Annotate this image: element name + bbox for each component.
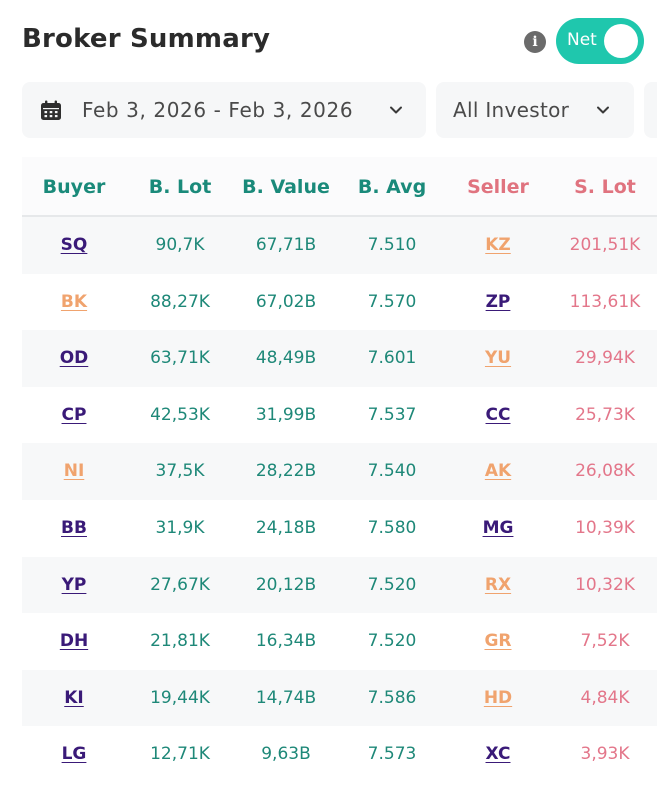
buyer-code[interactable]: KI	[64, 687, 84, 708]
buy-lot: 12,71K	[150, 744, 210, 765]
column-header-b-avg[interactable]: B. Avg	[357, 176, 427, 198]
buy-value: 20,12B	[255, 574, 317, 595]
filters-bar: Feb 3, 2026 - Feb 3, 2026 All Investor	[0, 82, 657, 142]
buy-value: 16,34B	[255, 631, 317, 652]
buy-lot: 19,44K	[150, 687, 210, 708]
buy-avg: 7.570	[367, 291, 417, 312]
buyer-code[interactable]: SQ	[60, 235, 88, 255]
buy-lot: 27,67K	[150, 574, 210, 595]
sell-lot: 10,32K	[575, 574, 635, 595]
buy-avg: 7.540	[367, 461, 417, 482]
buy-value: 48,49B	[255, 348, 317, 369]
buy-lot: 42,53K	[150, 404, 210, 425]
seller-code[interactable]: KZ	[485, 235, 511, 255]
buy-lot: 90,7K	[155, 235, 205, 255]
date-range-picker[interactable]: Feb 3, 2026 - Feb 3, 2026	[22, 82, 426, 138]
buy-avg: 7.573	[367, 744, 417, 765]
buyer-code[interactable]: OD	[59, 348, 89, 369]
buy-value: 9,63B	[261, 744, 311, 765]
chevron-down-icon	[597, 106, 609, 114]
buyer-code[interactable]: NI	[63, 461, 85, 482]
buyer-code[interactable]: CP	[61, 404, 87, 425]
buy-value: 24,18B	[255, 517, 317, 538]
sell-lot: 7,52K	[580, 631, 630, 652]
seller-code[interactable]: XC	[485, 744, 511, 765]
column-header-b-value[interactable]: B. Value	[242, 176, 330, 198]
buy-value: 14,74B	[255, 687, 317, 708]
seller-code[interactable]: RX	[484, 574, 512, 595]
column-header-buyer[interactable]: Buyer	[42, 176, 106, 198]
sell-lot: 25,73K	[575, 404, 635, 425]
seller-code[interactable]: ZP	[485, 291, 511, 312]
page-title: Broker Summary	[22, 24, 271, 54]
buy-avg: 7.520	[367, 631, 417, 652]
seller-code[interactable]: HD	[483, 687, 513, 708]
buy-value: 67,71B	[255, 235, 317, 255]
buy-value: 67,02B	[255, 291, 317, 312]
table-header: Buyer B. Lot B. Value B. Avg Seller S. L…	[22, 157, 657, 217]
chevron-down-icon	[390, 106, 402, 114]
sell-lot: 10,39K	[575, 517, 635, 538]
seller-code[interactable]: AK	[484, 461, 512, 482]
buy-avg: 7.510	[367, 235, 417, 255]
buy-avg: 7.537	[367, 404, 417, 425]
table-row[interactable]: BK 88,27K 67,02B 7.570 ZP 113,61K	[22, 274, 657, 331]
sell-lot: 3,93K	[580, 744, 630, 765]
buy-avg: 7.601	[367, 348, 417, 369]
buy-avg: 7.580	[367, 517, 417, 538]
buy-avg: 7.520	[367, 574, 417, 595]
seller-code[interactable]: YU	[484, 348, 512, 369]
buyer-code[interactable]: BK	[60, 291, 88, 312]
table-row[interactable]: SQ 90,7K 67,71B 7.510 KZ 201,51K	[22, 217, 657, 274]
table-row[interactable]: NI 37,5K 28,22B 7.540 AK 26,08K	[22, 443, 657, 500]
table-row[interactable]: YP 27,67K 20,12B 7.520 RX 10,32K	[22, 556, 657, 614]
sell-lot: 26,08K	[575, 461, 635, 482]
buy-lot: 37,5K	[155, 461, 205, 482]
column-header-b-lot[interactable]: B. Lot	[148, 176, 212, 198]
info-icon[interactable]: i	[524, 31, 546, 53]
date-range-value: Feb 3, 2026 - Feb 3, 2026	[82, 98, 354, 122]
seller-code[interactable]: CC	[485, 404, 511, 425]
buy-value: 31,99B	[255, 404, 317, 425]
buy-lot: 31,9K	[155, 517, 205, 538]
net-toggle-label: Net	[567, 30, 597, 50]
investor-select-value: All Investor	[453, 98, 570, 122]
sell-lot: 113,61K	[569, 291, 641, 312]
table-row[interactable]: CP 42,53K 31,99B 7.537 CC 25,73K	[22, 387, 657, 444]
broker-summary-table: Buyer B. Lot B. Value B. Avg Seller S. L…	[22, 157, 657, 783]
buyer-code[interactable]: LG	[61, 744, 87, 765]
seller-code[interactable]: GR	[484, 631, 512, 652]
net-toggle[interactable]: Net	[556, 18, 644, 64]
buy-lot: 21,81K	[150, 631, 210, 652]
table-body: SQ 90,7K 67,71B 7.510 KZ 201,51K BK 88,27K 67,02…	[22, 217, 657, 783]
toggle-knob	[604, 24, 638, 58]
buy-avg: 7.586	[367, 687, 417, 708]
buyer-code[interactable]: BB	[61, 517, 87, 538]
sell-lot: 29,94K	[575, 348, 635, 369]
more-filter[interactable]	[644, 82, 657, 138]
table-row[interactable]: DH 21,81K 16,34B 7.520 GR 7,52K	[22, 613, 657, 670]
table-row[interactable]: KI 19,44K 14,74B 7.586 HD 4,84K	[22, 669, 657, 727]
table-row[interactable]: BB 31,9K 24,18B 7.580 MG 10,39K	[22, 500, 657, 557]
buyer-code[interactable]: DH	[59, 631, 89, 652]
calendar-icon	[41, 100, 61, 120]
investor-select[interactable]: All Investor	[436, 82, 634, 138]
table-row[interactable]: LG 12,71K 9,63B 7.573 XC 3,93K	[22, 726, 657, 783]
sell-lot: 201,51K	[569, 235, 641, 255]
seller-code[interactable]: MG	[482, 517, 514, 538]
sell-lot: 4,84K	[580, 687, 630, 708]
buy-value: 28,22B	[255, 461, 317, 482]
buy-lot: 63,71K	[150, 348, 210, 369]
buyer-code[interactable]: YP	[61, 574, 87, 595]
column-header-s-lot[interactable]: S. Lot	[574, 176, 636, 198]
buy-lot: 88,27K	[150, 291, 210, 312]
table-row[interactable]: OD 63,71K 48,49B 7.601 YU 29,94K	[22, 330, 657, 387]
column-header-seller[interactable]: Seller	[467, 176, 529, 198]
header: Broker Summary i Net	[0, 0, 657, 82]
